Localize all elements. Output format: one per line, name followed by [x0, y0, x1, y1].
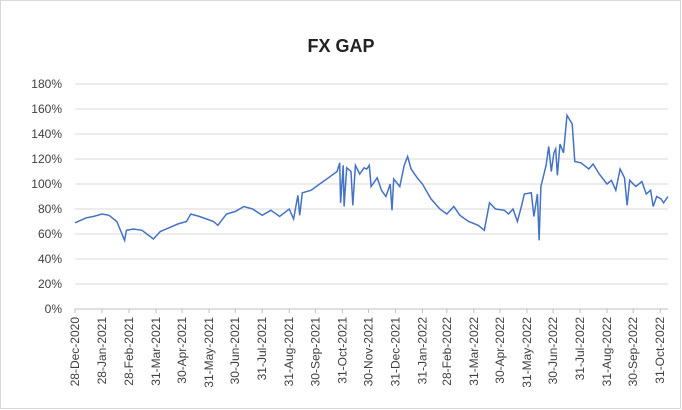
x-tick-label: 31-Oct-2021	[335, 317, 349, 384]
y-tick-label: 40%	[38, 252, 62, 266]
x-tick-label: 31-Oct-2022	[653, 317, 667, 384]
data-line	[74, 112, 669, 243]
y-tick-label: 140%	[31, 127, 62, 141]
x-tick-label: 31-May-2021	[202, 317, 216, 388]
x-tick-label: 31-Mar-2021	[149, 317, 163, 386]
x-tick-label: 30-Nov-2021	[361, 317, 375, 387]
x-tick-label: 30-Sep-2022	[626, 317, 640, 387]
x-tick-label: 28-Jan-2021	[95, 317, 109, 385]
y-tick-label: 20%	[38, 277, 62, 291]
x-tick-label: 31-Aug-2022	[600, 317, 614, 387]
x-tick-label: 31-Jul-2021	[255, 317, 269, 381]
x-tick-label: 31-Dec-2021	[388, 317, 402, 387]
x-tick-label: 31-May-2022	[520, 317, 534, 388]
y-tick-label: 160%	[31, 102, 62, 116]
y-tick-label: 100%	[31, 177, 62, 191]
y-tick-label: 60%	[38, 227, 62, 241]
x-tick-label: 31-Mar-2022	[467, 317, 481, 386]
x-tick-label: 28-Feb-2021	[122, 317, 136, 386]
x-tick-label: 30-Apr-2021	[175, 317, 189, 384]
x-tick-label: 28-Dec-2020	[68, 317, 82, 387]
x-tick-label: 30-Sep-2021	[308, 317, 322, 387]
x-tick-label: 31-Jul-2022	[573, 317, 587, 381]
x-tick-label: 30-Jun-2022	[546, 317, 560, 385]
y-tick-label: 0%	[45, 302, 63, 316]
x-tick-label: 31-Jan-2022	[415, 317, 429, 385]
chart-title: FX GAP	[307, 36, 374, 56]
y-tick-label: 180%	[31, 77, 62, 91]
x-tick-label: 28-Feb-2022	[440, 317, 454, 386]
y-tick-label: 80%	[38, 202, 62, 216]
y-tick-label: 120%	[31, 152, 62, 166]
x-tick-label: 31-Aug-2021	[282, 317, 296, 387]
x-tick-label: 30-Apr-2022	[493, 317, 507, 384]
x-tick-label: 30-Jun-2021	[228, 317, 242, 385]
